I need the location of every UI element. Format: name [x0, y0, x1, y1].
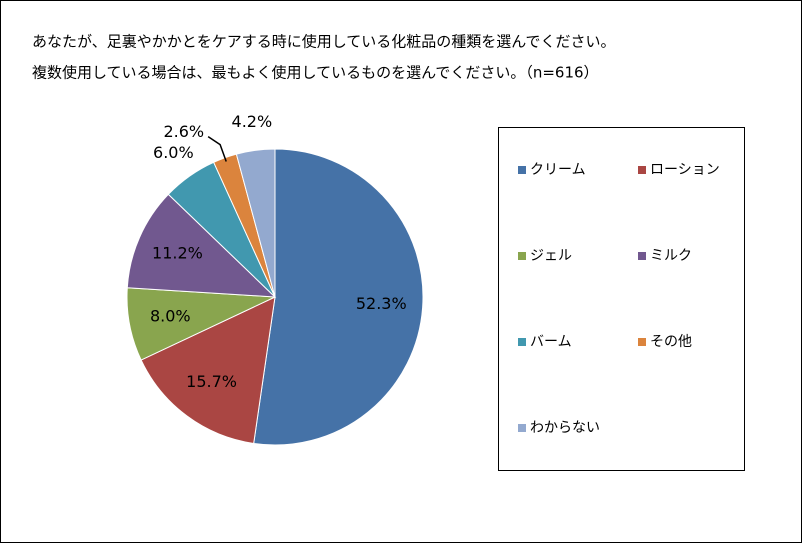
data-label: 52.3%	[356, 294, 407, 313]
legend-label: ミルク	[650, 248, 692, 264]
legend-box	[498, 127, 745, 471]
legend-label: バーム	[530, 334, 572, 350]
pie-slice	[235, 148, 276, 298]
legend-label: わからない	[530, 420, 600, 436]
chart-title: あなたが、足裏やかかとをケアする時に使用している化粧品の種類を選んでください。	[32, 33, 616, 51]
legend-label: ローション	[650, 162, 720, 178]
legend-label: ジェル	[530, 248, 572, 264]
legend-swatch	[638, 252, 646, 260]
legend-swatch	[638, 338, 646, 346]
legend-label: クリーム	[530, 162, 586, 178]
chart-subtitle: 複数使用している場合は、最もよく使用しているものを選んでください。（n=616）	[32, 64, 599, 82]
data-label: 2.6%	[163, 122, 204, 141]
pie-slice	[253, 148, 424, 446]
pie-slice	[126, 193, 277, 298]
data-label: 11.2%	[152, 244, 203, 263]
data-label: 8.0%	[150, 306, 191, 325]
legend-label: その他	[650, 334, 692, 350]
data-label: 6.0%	[153, 143, 194, 162]
legend-swatch	[518, 338, 526, 346]
legend-swatch	[638, 166, 646, 174]
legend-swatch	[518, 252, 526, 260]
data-label: 15.7%	[186, 372, 237, 391]
leader-line	[207, 135, 227, 162]
legend-swatch	[518, 424, 526, 432]
data-label: 4.2%	[232, 112, 273, 131]
pie-slice	[140, 296, 276, 445]
legend-swatch	[518, 166, 526, 174]
